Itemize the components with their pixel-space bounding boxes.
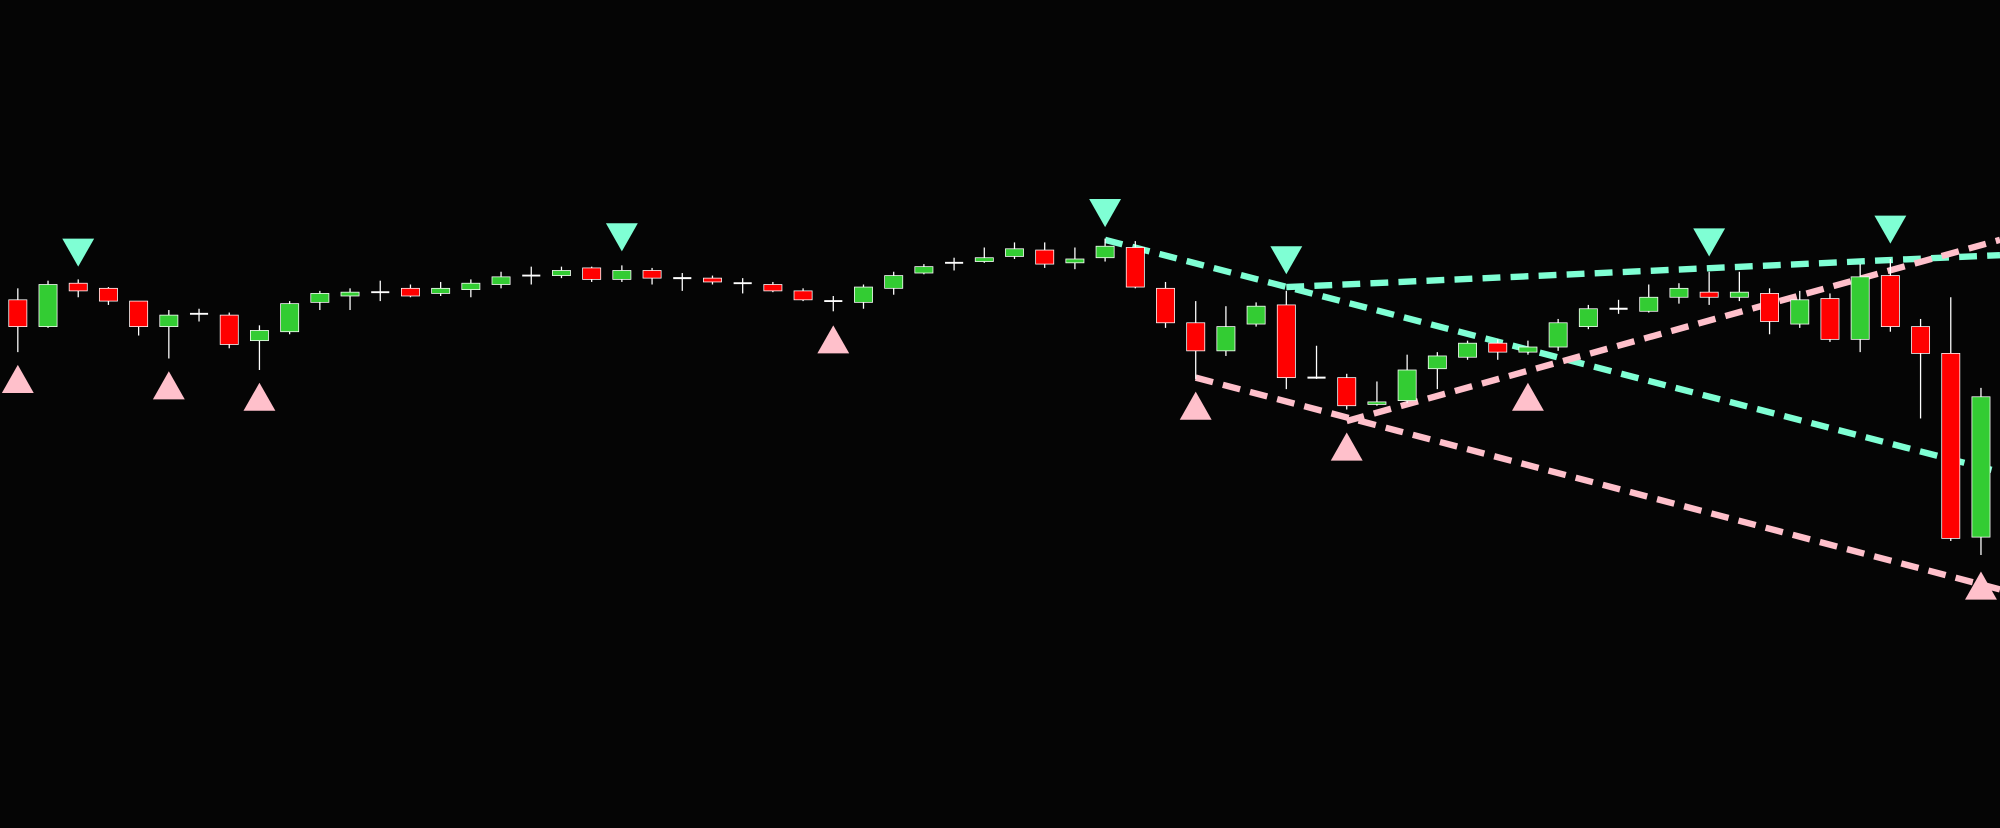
candle-body (1276, 304, 1296, 379)
candle-body (1427, 355, 1447, 370)
candle-body (1005, 248, 1024, 257)
candle-body (1760, 293, 1779, 322)
trendline (1104, 236, 2000, 476)
candle-body (793, 290, 813, 301)
signal-up (1, 364, 34, 393)
candle-body (1639, 296, 1659, 312)
candle-body (1971, 396, 1991, 538)
candle-body (401, 287, 420, 297)
candle-body (280, 303, 300, 333)
candle-body (974, 257, 994, 262)
candle-body (1337, 377, 1357, 407)
signal-down (1693, 228, 1726, 257)
signal-up (817, 325, 850, 354)
candle-body (129, 300, 149, 327)
signal-down (1089, 199, 1122, 228)
candles (8, 238, 1991, 555)
candle-body (340, 291, 360, 297)
signal-down (62, 238, 95, 267)
trendline (1345, 236, 2000, 425)
candle-body (1125, 247, 1145, 288)
signal-up (1330, 432, 1363, 461)
candle-body (1095, 245, 1115, 259)
trendline (1286, 251, 2000, 291)
candle-body (1699, 291, 1719, 298)
candle-body (854, 286, 873, 303)
candle-body (642, 270, 662, 279)
signals (1, 199, 1997, 600)
signal-up (152, 371, 185, 400)
candle-body (1216, 326, 1236, 352)
candle-body (38, 284, 58, 327)
candle-body (1156, 287, 1175, 324)
signal-down (605, 223, 638, 252)
candle-body (914, 266, 934, 274)
candle-body (582, 267, 602, 280)
candle-body (1367, 401, 1387, 405)
candle-body (1186, 322, 1206, 352)
candle-body (249, 330, 269, 342)
candle-body (491, 276, 511, 285)
candle-body (1246, 305, 1266, 325)
candle-body (461, 282, 481, 290)
candle-body (8, 299, 28, 327)
candle-body (1729, 291, 1749, 298)
trendlines (1104, 236, 2000, 593)
candle-body (612, 270, 632, 280)
candle-body (1518, 346, 1538, 353)
signal-down (1270, 246, 1303, 275)
candle-body (552, 270, 571, 276)
candle-body (1035, 249, 1055, 265)
candle-body (98, 287, 118, 302)
candle-body (763, 284, 783, 292)
candle-body (1548, 322, 1568, 348)
candle-body (1911, 326, 1931, 354)
candle-body (1941, 353, 1961, 539)
candle-body (1820, 298, 1840, 340)
candle-body (1065, 258, 1085, 264)
candle-body (159, 314, 179, 327)
candle-body (431, 287, 451, 294)
candle-body (1880, 275, 1900, 327)
signal-down (1874, 215, 1907, 244)
candle-body (1488, 342, 1508, 353)
signal-up (243, 382, 276, 411)
signal-up (1511, 382, 1544, 411)
candle-body (703, 277, 722, 283)
candle-body (1790, 299, 1810, 325)
candle-body (1850, 276, 1870, 340)
signal-up (1179, 391, 1212, 420)
candle-body (1397, 369, 1417, 401)
candle-body (1578, 308, 1598, 327)
candle-body (310, 293, 330, 303)
candle-body (219, 314, 239, 345)
signal-up (1965, 571, 1997, 600)
candle-body (1669, 287, 1689, 298)
candle-body (884, 275, 904, 289)
candle-body (68, 282, 88, 292)
candle-body (1458, 342, 1477, 358)
